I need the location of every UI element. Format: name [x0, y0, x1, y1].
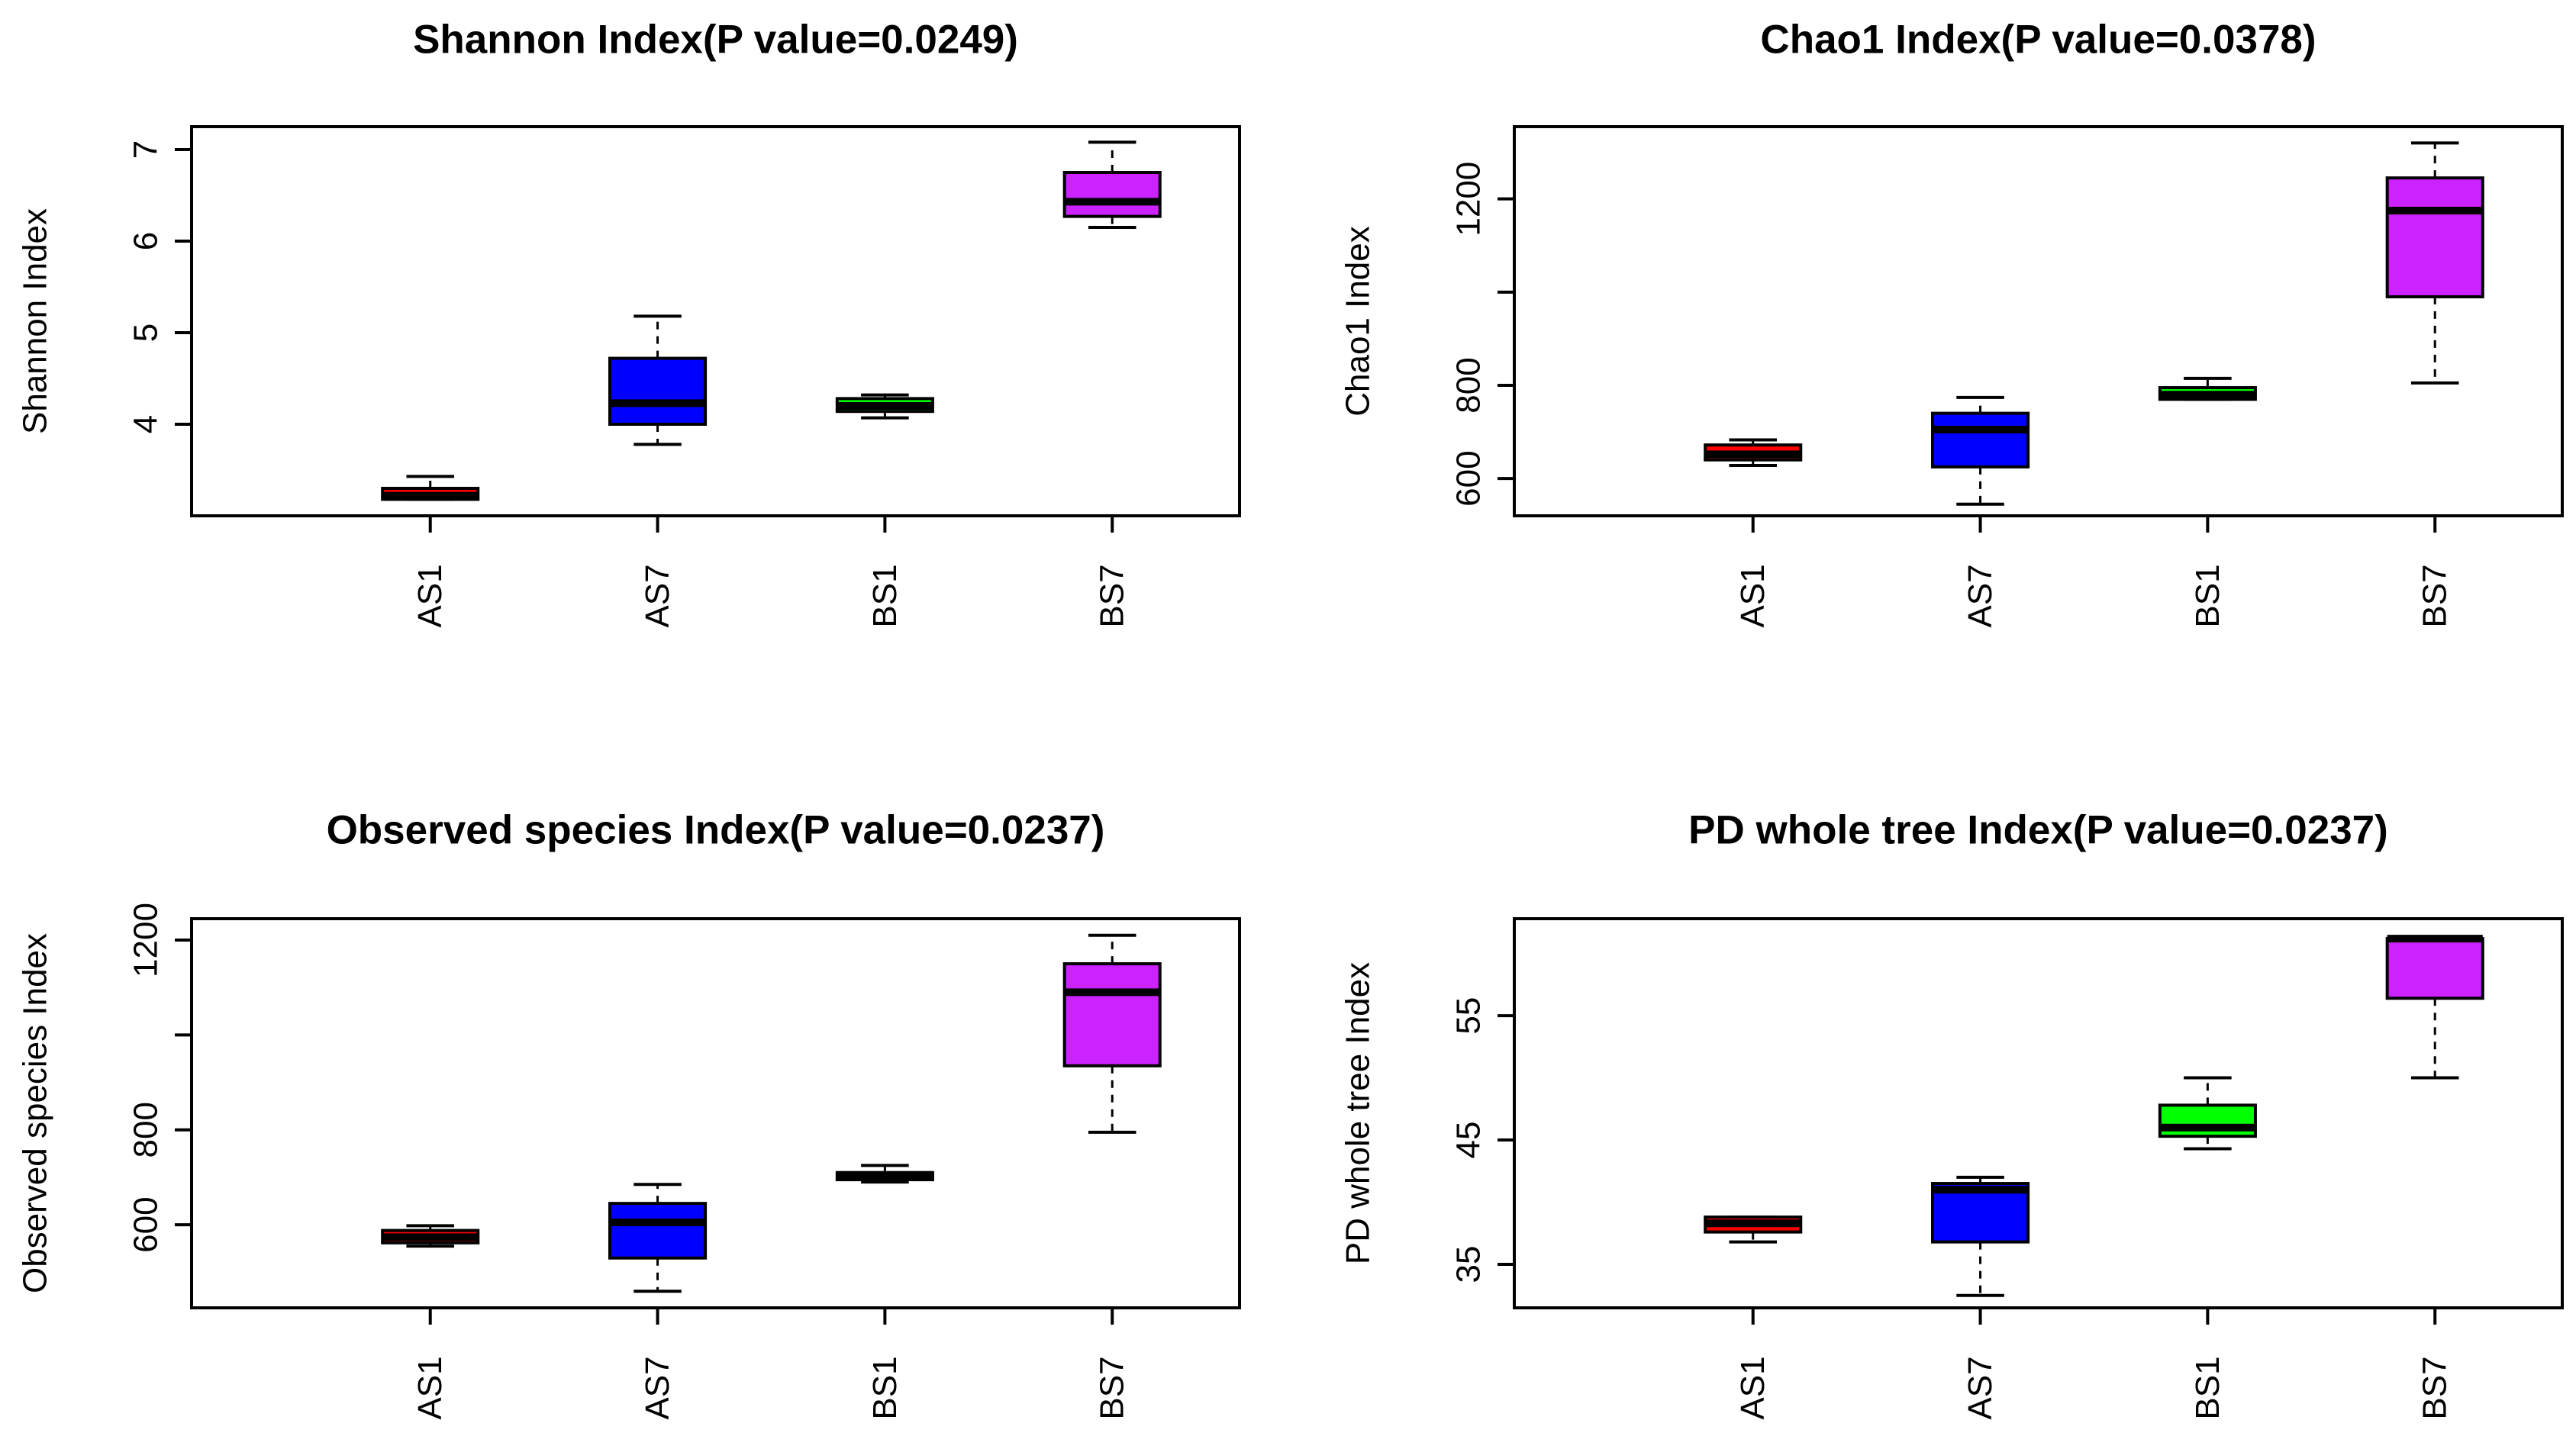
shannon-y-tick-label: 7: [127, 140, 165, 159]
chao1-box-as7: [1931, 395, 2030, 506]
shannon-category-label: BS7: [1094, 564, 1131, 627]
iqr-box: [2158, 1103, 2257, 1138]
observed-species-y-tick-label: 800: [127, 1102, 165, 1158]
pd-whole-tree-box-bs1: [2158, 1076, 2257, 1151]
observed-species-category-label: BS1: [866, 1356, 904, 1419]
pd-whole-tree-box-bs7: [2385, 935, 2484, 1080]
chao1-box-bs1: [2158, 376, 2257, 401]
observed-species-box-as1: [381, 1224, 480, 1248]
chao1-y-tick-label: 1200: [1450, 162, 1488, 237]
shannon-box-bs7: [1062, 140, 1162, 229]
shannon-box-as7: [608, 314, 708, 446]
pd-whole-tree-box-as1: [1704, 1216, 1803, 1244]
shannon-category-label: BS1: [866, 564, 904, 627]
shannon-y-tick-label: 4: [127, 415, 165, 433]
observed-species-plot-frame: [190, 917, 1241, 1309]
iqr-box: [2385, 937, 2484, 1000]
chao1-box-bs7: [2385, 141, 2484, 385]
iqr-box: [2385, 176, 2484, 298]
chao1-y-axis-label: Chao1 Index: [1340, 226, 1377, 417]
observed-species-y-tick-label: 1200: [127, 903, 165, 977]
pd-whole-tree-y-tick-label: 35: [1450, 1245, 1488, 1283]
shannon-title: Shannon Index(P value=0.0249): [413, 18, 1018, 63]
observed-species-box-bs7: [1062, 933, 1162, 1134]
chao1-box-as1: [1704, 438, 1803, 468]
iqr-box: [1062, 962, 1162, 1067]
pd-whole-tree-category-label: BS1: [2189, 1356, 2226, 1419]
observed-species-box-bs1: [835, 1164, 934, 1184]
shannon-y-tick-label: 5: [127, 324, 165, 342]
pd-whole-tree-category-label: BS7: [2416, 1356, 2454, 1419]
observed-species-y-axis-label: Observed species Index: [17, 933, 54, 1293]
iqr-box: [1062, 171, 1162, 218]
observed-species-category-label: BS7: [1094, 1356, 1131, 1419]
shannon-y-tick-label: 6: [127, 232, 165, 250]
pd-whole-tree-category-label: AS7: [1962, 1356, 1999, 1419]
pd-whole-tree-y-tick-label: 45: [1450, 1122, 1488, 1159]
iqr-box: [608, 1202, 708, 1260]
chao1-plot-frame: [1513, 125, 2564, 517]
pd-whole-tree-title: PD whole tree Index(P value=0.0237): [1688, 808, 2388, 853]
chao1-y-tick-label: 800: [1450, 357, 1488, 413]
observed-species-y-tick-label: 600: [127, 1196, 165, 1252]
chao1-category-label: AS1: [1734, 564, 1772, 627]
shannon-panel: Shannon Index(P value=0.0249) Shannon Ind…: [17, 18, 1241, 628]
observed-species-panel: Observed species Index(P value=0.0237) Ob…: [17, 808, 1241, 1420]
shannon-plot-frame: [190, 125, 1241, 517]
iqr-box: [608, 356, 708, 427]
pd-whole-tree-plot-frame: [1513, 917, 2564, 1309]
observed-species-category-label: AS1: [411, 1356, 449, 1419]
observed-species-category-label: AS7: [639, 1356, 676, 1419]
chao1-y-tick-label: 600: [1450, 450, 1488, 506]
pd-whole-tree-panel: PD whole tree Index(P value=0.0237) PD wh…: [1340, 808, 2564, 1420]
shannon-category-label: AS7: [639, 564, 676, 627]
chao1-title: Chao1 Index(P value=0.0378): [1760, 18, 2316, 63]
shannon-box-as1: [381, 475, 480, 501]
pd-whole-tree-box-as7: [1931, 1175, 2030, 1297]
observed-species-box-as7: [608, 1183, 708, 1293]
observed-species-title: Observed species Index(P value=0.0237): [327, 808, 1105, 853]
pd-whole-tree-y-tick-label: 55: [1450, 997, 1488, 1035]
shannon-y-axis-label: Shannon Index: [17, 208, 54, 434]
chao1-category-label: BS1: [2189, 564, 2226, 627]
iqr-box: [1931, 411, 2030, 469]
shannon-category-label: AS1: [411, 564, 449, 627]
chao1-category-label: BS7: [2416, 564, 2454, 627]
chao1-panel: Chao1 Index(P value=0.0378) Chao1 Index 60…: [1340, 18, 2564, 628]
pd-whole-tree-y-axis-label: PD whole tree Index: [1340, 962, 1377, 1264]
shannon-box-bs1: [835, 393, 934, 420]
pd-whole-tree-category-label: AS1: [1734, 1356, 1772, 1419]
chao1-category-label: AS7: [1962, 564, 1999, 627]
